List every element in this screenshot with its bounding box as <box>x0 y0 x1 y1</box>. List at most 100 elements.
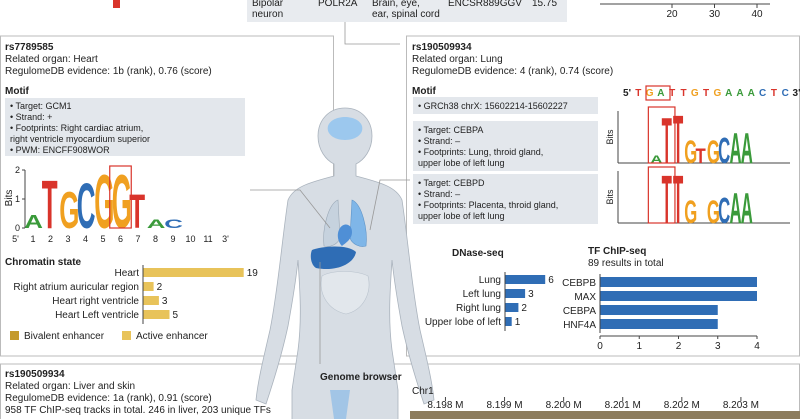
y-tick-label: 0 <box>15 223 20 233</box>
sequence-letter: A <box>657 88 664 99</box>
browser-title: Genome browser <box>320 372 402 383</box>
bar <box>143 282 154 291</box>
logo-letter: A <box>741 183 753 232</box>
table-fragment <box>247 0 567 22</box>
x-tick-label: 11 <box>203 234 212 244</box>
brain <box>327 117 363 140</box>
motif-line: upper lobe of left lung <box>418 211 505 221</box>
chromosome: Chr1 <box>412 386 434 397</box>
sequence-letter: A <box>736 88 743 99</box>
x-tick-label: 3 <box>65 234 70 244</box>
table-cell: POLR2A <box>318 0 358 9</box>
x-tick-label: 2 <box>48 234 53 244</box>
category-label: Heart Left ventricle <box>55 310 139 321</box>
organ: Related organ: Lung <box>412 54 503 65</box>
organ: Related organ: Heart <box>5 54 98 65</box>
sequence-letter: T <box>771 88 777 99</box>
motif-line: • GRCh38 chrX: 15602214-15602227 <box>418 101 568 111</box>
logo-letter: T <box>662 105 672 178</box>
category-label: CEBPB <box>562 278 596 289</box>
motif-box <box>413 174 598 224</box>
x-tick-label: 5 <box>100 234 105 244</box>
tick-label: 40 <box>751 9 763 20</box>
sequence-letter: T <box>680 88 686 99</box>
motif-line: • Target: CEBPD <box>418 178 485 188</box>
track <box>410 411 800 419</box>
highlight-box <box>647 166 676 224</box>
logo-letter: A <box>729 183 741 232</box>
x-tick-label: 8.201 M <box>605 400 641 411</box>
dnase-title: DNase-seq <box>452 248 504 259</box>
bar <box>600 319 718 329</box>
logo-letter: C <box>164 218 183 231</box>
x-tick-label: 8.202 M <box>664 400 700 411</box>
chromatin-title: Chromatin state <box>5 257 82 268</box>
highlight-box <box>109 165 132 229</box>
x-tick-label: 3 <box>715 341 721 352</box>
legend-swatch <box>122 331 131 340</box>
logo-letter: A <box>729 123 741 172</box>
organ: Related organ: Liver and skin <box>5 381 135 392</box>
sequence-letter: 3' <box>793 88 800 99</box>
motif-line: • PWM: ENCFF908WOR <box>10 145 110 155</box>
x-tick-label: 0 <box>597 341 603 352</box>
logo-letter: C <box>77 172 96 243</box>
motif-line: • Strand: – <box>418 136 460 146</box>
right-lung <box>349 199 367 247</box>
legend-label: Active enhancer <box>136 331 208 342</box>
tick-label: 20 <box>666 9 678 20</box>
x-tick-label: 4 <box>83 234 88 244</box>
bar <box>505 289 526 298</box>
tracks: 958 TF ChIP-seq tracks in total. 246 in … <box>5 405 271 416</box>
connector <box>250 189 331 229</box>
bar <box>505 303 519 312</box>
tick-label: 30 <box>709 9 721 20</box>
body-illustration <box>255 107 435 419</box>
category-label: CEBPA <box>563 306 596 317</box>
motif-box <box>5 98 245 156</box>
value-label: 2 <box>521 303 527 314</box>
category-label: MAX <box>574 292 596 303</box>
bar <box>143 310 170 319</box>
category-label: Heart <box>115 268 140 279</box>
logo-letter: G <box>684 135 697 170</box>
motif-line: • Footprints: Lung, throid gland, <box>418 147 543 157</box>
heart <box>337 224 352 246</box>
x-tick-label: 10 <box>185 234 195 244</box>
intestines <box>320 271 370 315</box>
x-tick-label: 7 <box>135 234 140 244</box>
logo-letter: T <box>42 166 58 243</box>
category-label: Left lung <box>463 289 501 300</box>
connector <box>344 22 400 45</box>
axis-label: Bits <box>4 190 15 207</box>
sequence-letter: G <box>691 88 699 99</box>
logo-letter: A <box>650 153 662 165</box>
motif-line: • Target: GCM1 <box>10 101 72 111</box>
x-tick-label: 2 <box>676 341 682 352</box>
logo-letter: G <box>684 195 697 230</box>
highlight-box <box>645 85 671 101</box>
legend-label: Bivalent enhancer <box>24 331 105 342</box>
x-tick-label: 3' <box>222 234 229 244</box>
chip-title: TF ChIP-seq <box>588 246 646 257</box>
table-cell: ear, spinal cord <box>372 9 440 20</box>
logo-letter: T <box>662 161 672 238</box>
x-tick-label: 5' <box>12 234 19 244</box>
left-lung <box>323 199 341 247</box>
table-cell: Brain, eye, <box>372 0 420 9</box>
logo-letter: T <box>673 101 683 178</box>
bar <box>600 291 757 301</box>
bar <box>505 317 512 326</box>
sequence-letter: 5' <box>623 88 631 99</box>
motif-box <box>413 97 598 114</box>
sequence-letter: T <box>635 88 641 99</box>
y-tick-label: 1 <box>15 194 20 204</box>
value-label: 1 <box>515 317 521 328</box>
legend-swatch <box>10 331 19 340</box>
sequence-letter: C <box>759 88 766 99</box>
sequence-letter: T <box>669 88 675 99</box>
evidence: RegulomeDB evidence: 4 (rank), 0.74 (sco… <box>412 66 613 77</box>
logo-letter: T <box>673 161 683 238</box>
sequence-letter: C <box>782 88 789 99</box>
